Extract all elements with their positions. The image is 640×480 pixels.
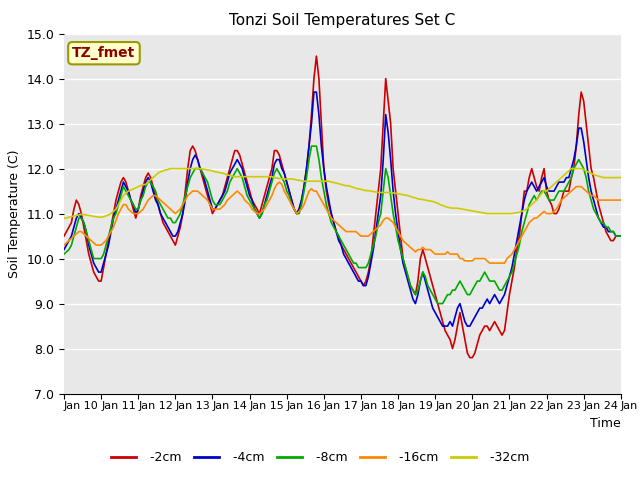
Legend:  -2cm,  -4cm,  -8cm,  -16cm,  -32cm: -2cm, -4cm, -8cm, -16cm, -32cm (106, 446, 534, 469)
X-axis label: Time: Time (590, 417, 621, 430)
Text: TZ_fmet: TZ_fmet (72, 46, 136, 60)
Y-axis label: Soil Temperature (C): Soil Temperature (C) (8, 149, 21, 278)
Title: Tonzi Soil Temperatures Set C: Tonzi Soil Temperatures Set C (229, 13, 456, 28)
